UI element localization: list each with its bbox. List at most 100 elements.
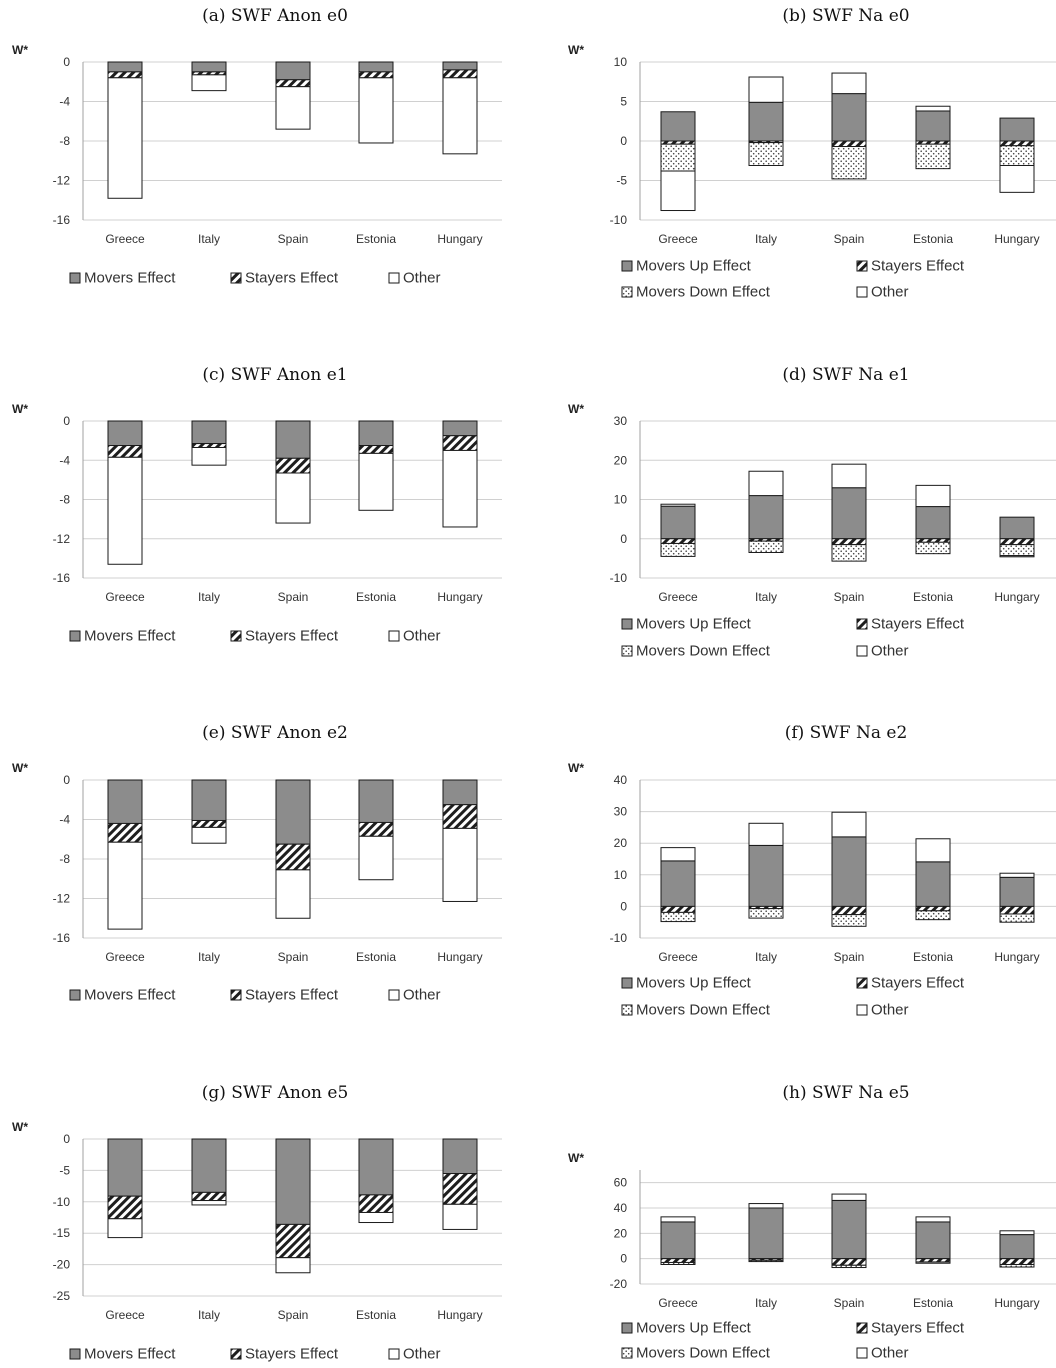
legend-label: Movers Down Effect <box>636 643 771 660</box>
legend-label: Other <box>403 628 441 645</box>
legend-swatch-movers-up-effect <box>621 260 633 272</box>
y-tick-label: 20 <box>614 836 628 850</box>
y-tick-label: 20 <box>614 453 628 467</box>
legend-label: Other <box>871 1345 909 1362</box>
legend-swatch-other <box>856 1347 868 1359</box>
legend-label: Stayers Effect <box>871 616 965 633</box>
legend-swatch-movers-up-effect <box>621 618 633 630</box>
chart-panel-3: (c) SWF Anon e1 W* 0 -4 -8 -12 -16 Greece Italy S… <box>12 365 502 645</box>
chart-panel-1: (a) SWF Anon e0 W* 0 -4 -8 -12 -16 Greece Italy S… <box>12 6 502 287</box>
bar-movers-effect-spain <box>275 420 311 459</box>
y-tick-label: -16 <box>53 931 71 945</box>
bar-stayers-effect-italy <box>191 1191 227 1202</box>
bar-stayers-effect-spain <box>275 457 311 474</box>
y-tick-label: 20 <box>614 1226 628 1240</box>
legend-swatch-stayers-effect <box>856 977 868 989</box>
legend-swatch-stayers-effect <box>230 989 242 1001</box>
legend-label: Movers Up Effect <box>636 616 752 633</box>
bar-movers-effect-estonia <box>358 420 394 447</box>
x-tick-label: Hungary <box>437 232 482 246</box>
x-tick-label: Spain <box>278 590 309 604</box>
x-tick-label: Estonia <box>913 590 953 604</box>
legend-swatch-stayers-effect <box>856 618 868 630</box>
y-tick-label: 60 <box>614 1176 628 1190</box>
bar-other-greece <box>107 456 143 565</box>
legend-swatch-other <box>856 1004 868 1016</box>
legend-swatch-stayers-effect <box>230 1348 242 1360</box>
bar-stayers-effect-greece <box>660 905 696 913</box>
bar-stayers-effect-italy <box>191 819 227 828</box>
y-tick-label: 40 <box>614 773 628 787</box>
bar-movers-down-effect-greece <box>660 1261 696 1265</box>
legend-swatch-movers-down-effect <box>621 645 633 657</box>
chart-title: (f) SWF Na e2 <box>785 723 908 743</box>
bar-movers-up-effect-greece <box>660 111 696 142</box>
chart-title: (g) SWF Anon e5 <box>202 1083 349 1103</box>
bar-stayers-effect-greece <box>107 71 143 79</box>
bar-other-hungary <box>999 555 1035 558</box>
bar-movers-up-effect-greece <box>660 505 696 540</box>
y-tick-label: 30 <box>614 414 628 428</box>
bar-movers-up-effect-italy <box>748 101 784 142</box>
y-tick-label: 10 <box>614 493 628 507</box>
y-axis-label: W* <box>568 43 584 57</box>
bar-other-italy <box>191 446 227 466</box>
bar-movers-down-effect-estonia <box>915 541 951 555</box>
y-tick-label: -4 <box>59 95 70 109</box>
bar-other-hungary <box>999 164 1035 193</box>
bar-movers-up-effect-greece <box>660 860 696 907</box>
bar-other-greece <box>660 170 696 212</box>
bar-other-spain <box>275 869 311 919</box>
bar-movers-effect-spain <box>275 1138 311 1225</box>
legend-swatch-stayers-effect <box>230 272 242 284</box>
legend-swatch-movers-effect <box>69 989 81 1001</box>
y-tick-label: 30 <box>614 805 628 819</box>
bar-other-spain <box>831 1193 867 1201</box>
x-tick-label: Estonia <box>913 232 953 246</box>
legend-swatch-other <box>388 1348 400 1360</box>
bar-movers-down-effect-hungary <box>999 1263 1035 1268</box>
bar-movers-down-effect-spain <box>831 914 867 927</box>
legend: Movers Effect Stayers Effect Other <box>69 1346 441 1363</box>
bar-movers-up-effect-estonia <box>915 1221 951 1260</box>
x-tick-label: Greece <box>105 1308 145 1322</box>
x-tick-label: Spain <box>834 590 865 604</box>
legend: Movers Up Effect Stayers Effect Movers Dow… <box>621 975 965 1019</box>
y-tick-label: 5 <box>620 95 627 109</box>
bar-other-italy <box>748 1203 784 1209</box>
legend-label: Stayers Effect <box>245 987 339 1004</box>
legend: Movers Up Effect Stayers Effect Movers Dow… <box>621 1320 965 1362</box>
bar-stayers-effect-hungary <box>999 905 1035 915</box>
chart-title: (b) SWF Na e0 <box>782 6 909 26</box>
bar-other-estonia <box>358 1211 394 1224</box>
y-tick-label: 0 <box>63 414 70 428</box>
chart-panel-6: (f) SWF Na e2 W* 40 30 20 10 0 -10 Greece Italy Sp… <box>568 723 1056 1019</box>
bar-stayers-effect-greece <box>107 822 143 843</box>
legend-label: Movers Down Effect <box>636 1345 771 1362</box>
legend-label: Movers Effect <box>84 1346 176 1363</box>
y-tick-label: 0 <box>63 773 70 787</box>
chart-panel-7: (g) SWF Anon e5 W* 0 -5 -10 -15 -20 -25 Greece It… <box>12 1083 502 1363</box>
bar-stayers-effect-estonia <box>358 821 394 837</box>
bar-movers-up-effect-estonia <box>915 110 951 142</box>
x-tick-label: Greece <box>658 950 698 964</box>
bar-other-spain <box>275 86 311 130</box>
x-tick-label: Greece <box>105 590 145 604</box>
x-tick-label: Hungary <box>437 590 482 604</box>
bar-movers-effect-italy <box>191 1138 227 1193</box>
x-tick-label: Italy <box>755 232 777 246</box>
bar-movers-down-effect-spain <box>831 1264 867 1269</box>
y-tick-label: 0 <box>63 1132 70 1146</box>
legend-swatch-stayers-effect <box>856 260 868 272</box>
y-tick-label: -4 <box>59 813 70 827</box>
bar-other-estonia <box>358 835 394 881</box>
chart-title: (c) SWF Anon e1 <box>202 365 347 385</box>
legend-swatch-stayers-effect <box>230 630 242 642</box>
x-tick-label: Greece <box>658 1296 698 1310</box>
x-tick-label: Greece <box>658 590 698 604</box>
bar-movers-effect-italy <box>191 779 227 821</box>
bar-movers-up-effect-estonia <box>915 506 951 540</box>
bar-movers-down-effect-greece <box>660 911 696 923</box>
bar-movers-down-effect-spain <box>831 146 867 180</box>
bar-movers-up-effect-greece <box>660 1221 696 1260</box>
